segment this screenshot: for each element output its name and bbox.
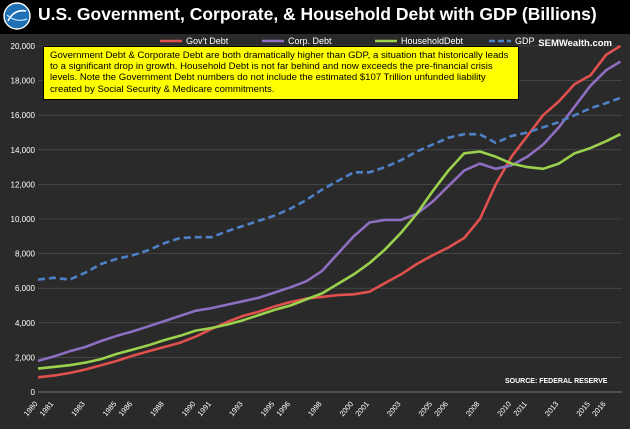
x-tick-label: 1983 — [69, 400, 87, 419]
x-tick-label: 1996 — [274, 400, 292, 419]
x-tick-label: 1998 — [306, 400, 324, 419]
x-tick-label: 1990 — [180, 400, 198, 419]
x-tick-label: 2013 — [543, 400, 561, 419]
y-tick-label: 4,000 — [15, 319, 36, 328]
y-tick-label: 10,000 — [11, 215, 36, 224]
x-tick-label: 2006 — [432, 400, 450, 419]
annotation-box: Government Debt & Corporate Debt are bot… — [43, 46, 519, 100]
x-tick-label: 1991 — [196, 400, 214, 419]
y-tick-label: 20,000 — [11, 42, 36, 51]
x-tick-label: 2010 — [495, 400, 513, 419]
x-tick-label: 1988 — [148, 400, 166, 419]
x-tick-label: 1995 — [259, 400, 277, 419]
x-tick-label: 1980 — [22, 400, 40, 419]
legend: Gov't Debt Corp. Debt HouseholdDebt GDP — [160, 36, 535, 46]
x-tick-label: 2000 — [338, 400, 356, 419]
y-tick-label: 18,000 — [11, 77, 36, 86]
x-tick-label: 1985 — [101, 400, 119, 419]
legend-label: HouseholdDebt — [401, 36, 464, 46]
y-tick-label: 2,000 — [15, 353, 36, 362]
series-line-householddebt — [37, 133, 621, 370]
x-tick-label: 2001 — [353, 400, 371, 419]
y-tick-label: 0 — [31, 388, 36, 397]
x-tick-label: 2008 — [464, 400, 482, 419]
x-tick-label: 2016 — [590, 400, 608, 419]
y-tick-label: 14,000 — [11, 146, 36, 155]
source-label: SOURCE: FEDERAL RESERVE — [505, 378, 608, 385]
legend-label: Corp. Debt — [288, 36, 332, 46]
series-line-gov-t-debt — [37, 44, 622, 379]
y-tick-label: 6,000 — [15, 284, 36, 293]
globe-icon — [3, 2, 31, 30]
series-line-gdp — [37, 96, 621, 281]
x-tick-label: 2003 — [385, 400, 403, 419]
x-tick-label: 2005 — [417, 400, 435, 419]
series-lines — [37, 44, 622, 379]
x-tick-label: 1993 — [227, 400, 245, 419]
y-tick-label: 8,000 — [15, 250, 36, 259]
series-line-corp-debt — [37, 60, 622, 363]
y-axis: 0 2,000 4,000 6,000 8,000 10,000 12,000 14,000 1… — [11, 42, 36, 397]
y-tick-label: 12,000 — [11, 180, 36, 189]
brand-label: SEMWealth.com — [538, 38, 612, 49]
legend-label: Gov't Debt — [186, 36, 229, 46]
x-tick-label: 2011 — [512, 400, 529, 418]
chart-title: U.S. Government, Corporate, & Household … — [38, 4, 597, 24]
legend-label: GDP — [515, 36, 535, 46]
x-tick-label: 2015 — [574, 400, 592, 419]
x-tick-label: 1986 — [117, 400, 135, 419]
x-tick-label: 1981 — [38, 400, 56, 419]
y-tick-label: 16,000 — [11, 111, 36, 120]
title-bar: U.S. Government, Corporate, & Household … — [0, 0, 630, 34]
